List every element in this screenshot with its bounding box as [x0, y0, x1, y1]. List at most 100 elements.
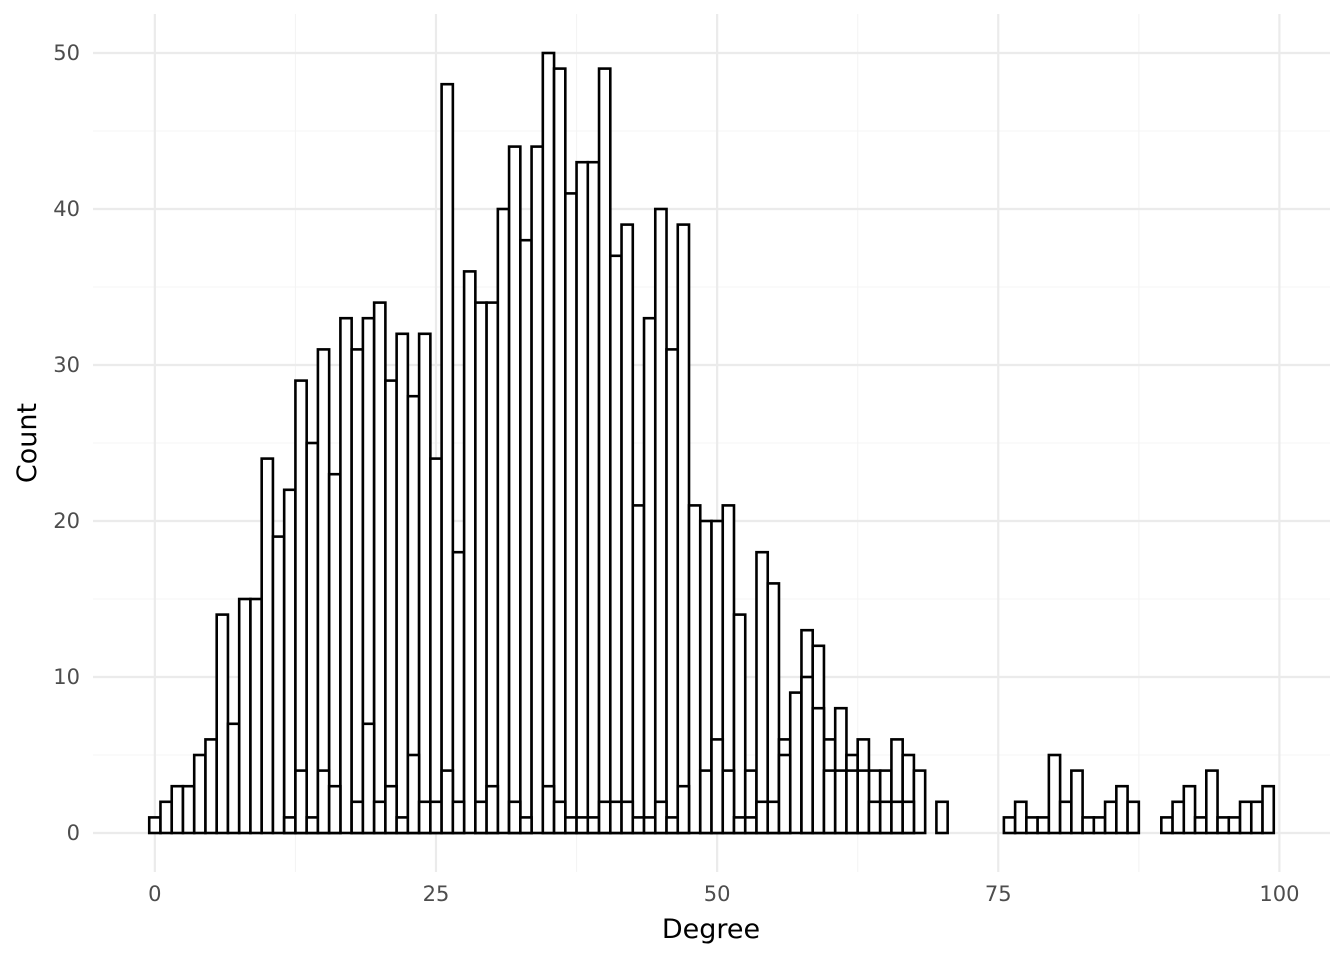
histogram-bar	[406, 753, 421, 835]
histogram-bar	[620, 800, 635, 835]
histogram-bar	[1261, 784, 1276, 835]
histogram-bar	[743, 816, 758, 835]
histogram-bar	[755, 550, 770, 835]
histogram-bar	[294, 769, 308, 835]
histogram-bar	[395, 816, 410, 835]
histogram-bar	[1182, 784, 1197, 835]
histogram-bar	[912, 769, 927, 835]
histogram-bar	[620, 223, 635, 835]
histogram-bar	[350, 800, 365, 835]
histogram-bar	[485, 301, 500, 835]
histogram-bar	[732, 613, 747, 835]
histogram-bar	[564, 816, 578, 835]
histogram-bar	[676, 784, 691, 835]
y-tick-label: 30	[53, 353, 80, 377]
histogram-bar	[811, 706, 826, 835]
x-tick-label: 0	[148, 882, 161, 906]
histogram-bar	[552, 67, 567, 835]
histogram-bar	[519, 816, 533, 835]
y-tick-label: 40	[53, 197, 80, 221]
histogram-bar	[215, 613, 230, 835]
y-tick-label: 20	[53, 509, 80, 533]
histogram-bar	[698, 769, 713, 835]
histogram-bar	[710, 738, 725, 835]
histogram-bar	[260, 457, 275, 835]
histogram-bar	[350, 348, 365, 835]
histogram-bar	[541, 51, 556, 835]
histogram-bar	[372, 301, 387, 835]
histogram-bar	[631, 816, 646, 835]
histogram-bar	[440, 769, 455, 835]
histogram-bar	[1047, 753, 1062, 835]
histogram-bar	[608, 800, 623, 835]
histogram-bar	[777, 753, 792, 835]
histogram-bar	[507, 800, 522, 835]
histogram-bar	[687, 504, 702, 835]
histogram-bar	[339, 316, 353, 835]
histogram-bar	[249, 597, 263, 835]
histogram-bar	[597, 800, 612, 835]
x-axis-tick-labels: 0 25 50 75 100	[148, 882, 1299, 906]
histogram-bar	[575, 816, 590, 835]
histogram-bar	[485, 784, 500, 835]
histogram-bar	[766, 582, 781, 835]
histogram-bar	[800, 675, 815, 835]
histogram-bar	[237, 597, 252, 835]
histogram-bar	[1227, 816, 1242, 835]
x-tick-label: 25	[423, 882, 450, 906]
histogram-bar	[170, 784, 185, 835]
y-tick-label: 0	[67, 821, 80, 845]
histogram-bar	[901, 800, 916, 835]
y-tick-label: 10	[53, 665, 80, 689]
histogram-bar	[935, 800, 949, 835]
histogram-bar	[1238, 800, 1253, 835]
histogram-bar	[147, 816, 162, 835]
histogram-bar	[429, 457, 443, 835]
histogram-bar	[294, 379, 308, 835]
histogram-bar	[496, 207, 511, 835]
y-axis-tick-labels: 0 10 20 30 40 50	[53, 41, 80, 845]
histogram-bar	[1081, 816, 1096, 835]
histogram-bar	[732, 816, 747, 835]
histogram-bar	[507, 145, 522, 835]
histogram-bars	[147, 51, 1276, 835]
histogram-bar	[1115, 784, 1129, 835]
histogram-bar	[845, 769, 859, 835]
histogram-bar	[1126, 800, 1141, 835]
histogram-bar	[653, 800, 668, 835]
histogram-bar	[204, 738, 218, 835]
histogram-bar	[1002, 816, 1017, 835]
histogram-bar	[384, 379, 398, 835]
histogram-bar	[676, 223, 691, 835]
histogram-bar	[451, 550, 466, 835]
histogram-bar	[1058, 800, 1073, 835]
histogram-bar	[1103, 800, 1118, 835]
histogram-bar	[1205, 769, 1219, 835]
histogram-bar	[597, 67, 612, 835]
histogram-bar	[1070, 769, 1084, 835]
histogram-bar	[282, 488, 297, 835]
histogram-bar	[867, 800, 882, 835]
histogram-bar	[1013, 800, 1028, 835]
histogram-bar	[564, 192, 578, 835]
histogram-bar	[631, 504, 646, 835]
histogram-bar	[878, 800, 893, 835]
histogram-bar	[316, 769, 331, 835]
histogram-bar	[1171, 800, 1186, 835]
histogram-bar	[1249, 800, 1264, 835]
histogram-bar	[822, 769, 837, 835]
histogram-bar	[653, 207, 668, 835]
histogram-bar	[451, 800, 466, 835]
histogram-bar	[608, 254, 623, 835]
y-tick-label: 50	[53, 41, 80, 65]
histogram-bar	[642, 316, 657, 835]
histogram-bar	[474, 800, 488, 835]
x-tick-label: 100	[1259, 882, 1299, 906]
histogram-bar	[833, 769, 848, 835]
histogram-bar	[372, 800, 387, 835]
histogram-bar	[282, 816, 297, 835]
histogram-bar	[665, 816, 680, 835]
histogram-bar	[552, 800, 567, 835]
histogram-bar	[440, 82, 455, 835]
